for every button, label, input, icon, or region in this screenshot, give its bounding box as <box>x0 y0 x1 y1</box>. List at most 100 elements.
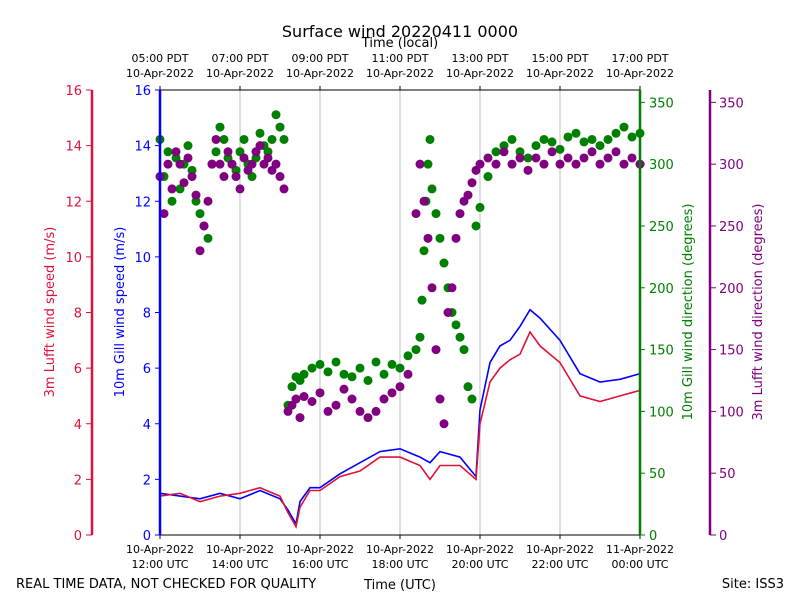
direction-point-gill <box>499 141 509 151</box>
top-tick-date: 10-Apr-2022 <box>126 67 194 80</box>
x-tick-date: 10-Apr-2022 <box>446 543 514 556</box>
direction-point-gill <box>471 221 481 231</box>
direction-point-gill <box>323 367 333 377</box>
direction-point-gill <box>507 134 517 144</box>
x-tick-date: 11-Apr-2022 <box>606 543 674 556</box>
direction-point-lufft <box>531 153 541 163</box>
lufft-direction-tick-label: 50 <box>719 467 736 482</box>
direction-point-gill <box>287 382 297 392</box>
direction-point-lufft <box>191 190 201 200</box>
lufft-direction-tick-label: 150 <box>719 344 744 359</box>
top-tick-date: 10-Apr-2022 <box>286 67 354 80</box>
direction-point-lufft <box>427 283 437 293</box>
lufft-direction-tick-label: 100 <box>719 405 744 420</box>
direction-point-lufft <box>555 159 565 169</box>
gill-speed-tick-label: 8 <box>143 307 151 322</box>
direction-point-gill <box>187 165 197 175</box>
direction-point-gill <box>619 122 629 132</box>
direction-point-gill <box>219 134 229 144</box>
direction-point-gill <box>299 369 309 379</box>
direction-point-lufft <box>483 153 493 163</box>
direction-point-lufft <box>415 159 425 169</box>
direction-point-lufft <box>207 159 217 169</box>
gill-speed-tick-label: 2 <box>143 473 151 488</box>
direction-point-lufft <box>435 394 445 404</box>
direction-point-lufft <box>167 184 177 194</box>
direction-point-lufft <box>447 283 457 293</box>
lufft-speed-tick-label: 4 <box>74 418 82 433</box>
direction-point-lufft <box>395 382 405 392</box>
direction-point-lufft <box>619 159 629 169</box>
lufft-speed-tick-label: 14 <box>65 140 82 155</box>
direction-point-lufft <box>563 153 573 163</box>
x-tick-date: 10-Apr-2022 <box>366 543 434 556</box>
direction-point-gill <box>411 345 421 355</box>
direction-point-lufft <box>179 178 189 188</box>
direction-point-gill <box>211 147 221 157</box>
top-tick-local: 05:00 PDT <box>131 52 188 65</box>
direction-point-gill <box>347 372 357 382</box>
gill-direction-tick-label: 100 <box>649 405 674 420</box>
direction-point-lufft <box>291 394 301 404</box>
lufft-speed-tick-label: 10 <box>65 251 82 266</box>
direction-point-lufft <box>371 406 381 416</box>
lufft-speed-tick-label: 16 <box>65 84 82 99</box>
direction-point-lufft <box>279 184 289 194</box>
direction-point-lufft <box>171 147 181 157</box>
direction-point-gill <box>603 134 613 144</box>
lufft-speed-line <box>159 330 641 529</box>
direction-point-lufft <box>539 159 549 169</box>
gill-direction-tick-label: 0 <box>649 529 657 544</box>
direction-point-lufft <box>455 209 465 219</box>
gill-direction-tick-label: 200 <box>649 282 674 297</box>
top-tick-date: 10-Apr-2022 <box>446 67 514 80</box>
direction-point-lufft <box>467 178 477 188</box>
series-layer <box>155 110 645 529</box>
x-axis-label: Time (UTC) <box>363 578 436 593</box>
direction-point-lufft <box>175 159 185 169</box>
direction-point-lufft <box>339 384 349 394</box>
direction-point-lufft <box>587 147 597 157</box>
direction-point-gill <box>275 122 285 132</box>
direction-point-lufft <box>183 153 193 163</box>
gill-direction-tick-label: 350 <box>649 96 674 111</box>
direction-point-gill <box>195 209 205 219</box>
gill-speed-axis-label: 10m Gill wind speed (m/s) <box>113 227 128 398</box>
direction-point-lufft <box>363 413 373 423</box>
direction-point-gill <box>579 137 589 147</box>
direction-point-gill <box>587 134 597 144</box>
x-tick-date: 10-Apr-2022 <box>286 543 354 556</box>
x-tick-utc: 00:00 UTC <box>611 558 668 571</box>
direction-point-gill <box>263 147 273 157</box>
top-axis-label: Time (local) <box>361 36 438 51</box>
top-tick-date: 10-Apr-2022 <box>366 67 434 80</box>
lufft-speed-tick-label: 12 <box>65 195 82 210</box>
gill-direction-tick-label: 300 <box>649 158 674 173</box>
direction-point-gill <box>183 141 193 151</box>
direction-point-gill <box>267 134 277 144</box>
top-tick-local: 13:00 PDT <box>451 52 508 65</box>
direction-point-lufft <box>603 153 613 163</box>
direction-point-gill <box>163 147 173 157</box>
x-tick-date: 10-Apr-2022 <box>526 543 594 556</box>
direction-point-lufft <box>451 233 461 243</box>
x-tick-utc: 18:00 UTC <box>371 558 428 571</box>
lufft-speed-tick-label: 2 <box>74 473 82 488</box>
direction-point-lufft <box>387 388 397 398</box>
site-label: Site: ISS3 <box>722 577 784 592</box>
lufft-direction-tick-label: 250 <box>719 220 744 235</box>
direction-point-lufft <box>611 147 621 157</box>
top-tick-date: 10-Apr-2022 <box>526 67 594 80</box>
x-tick-utc: 22:00 UTC <box>531 558 588 571</box>
direction-point-lufft <box>331 400 341 410</box>
axes-layer: 10-Apr-2022 12:00 UTC 10-Apr-2022 14:00 UTC… <box>65 52 743 571</box>
direction-point-lufft <box>323 406 333 416</box>
direction-point-gill <box>203 233 213 243</box>
direction-point-lufft <box>431 345 441 355</box>
direction-point-lufft <box>355 406 365 416</box>
direction-point-gill <box>539 134 549 144</box>
direction-point-gill <box>439 258 449 268</box>
direction-point-lufft <box>271 159 281 169</box>
direction-point-lufft <box>187 172 197 182</box>
top-tick-date: 10-Apr-2022 <box>206 67 274 80</box>
